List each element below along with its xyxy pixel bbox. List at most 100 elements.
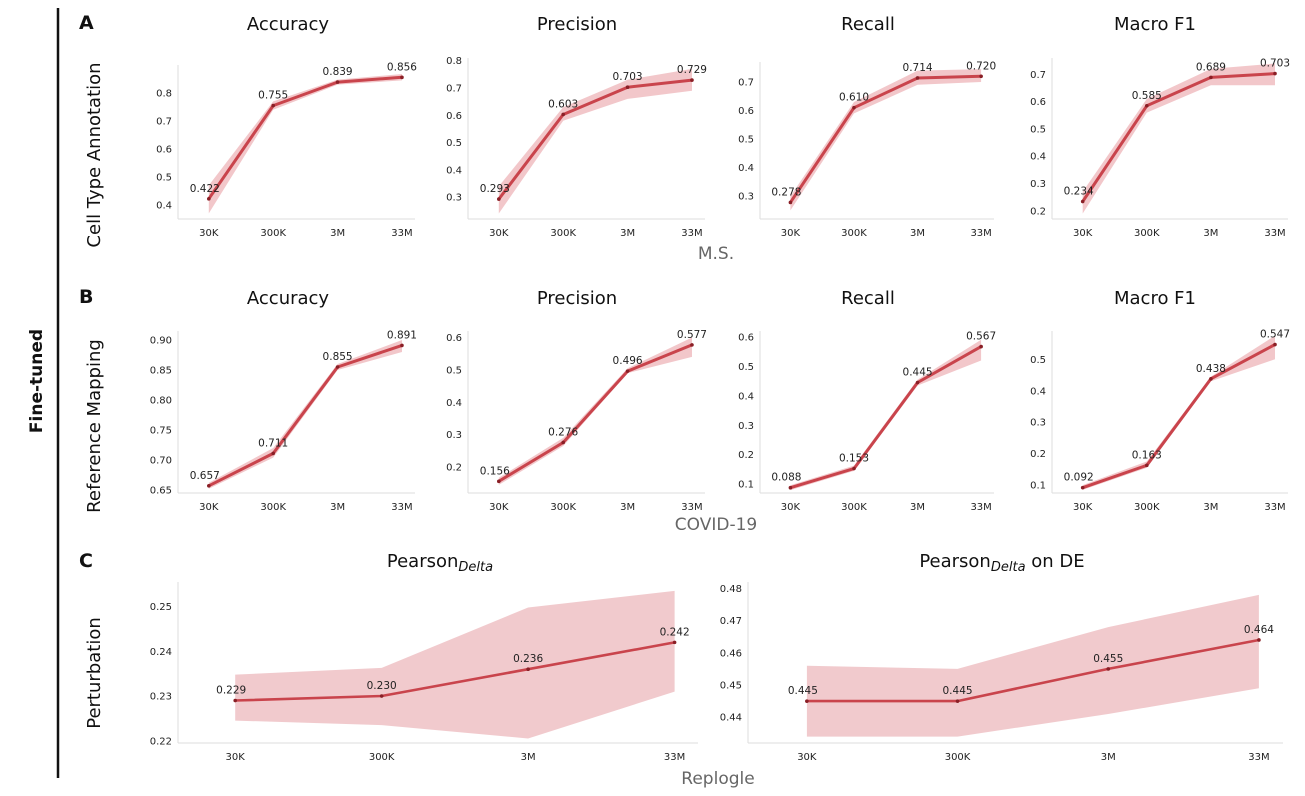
panel-a-recall: Recall 0.3 0.4 0.5 0.6 0.7 30K 300K 3M 33M 0.278 0.… xyxy=(738,14,996,239)
data-label: 0.755 xyxy=(258,90,288,102)
data-label: 0.703 xyxy=(1260,58,1290,70)
data-point xyxy=(1257,638,1261,642)
y-tick-label: 0.5 xyxy=(738,362,754,373)
data-label: 0.230 xyxy=(367,680,397,692)
x-tick-label: 30K xyxy=(226,752,246,763)
series-line xyxy=(207,343,404,488)
y-tick-label: 0.5 xyxy=(156,173,172,184)
data-label: 0.445 xyxy=(788,685,818,697)
y-tick-label: 0.75 xyxy=(150,426,172,437)
data-point xyxy=(207,197,211,201)
data-label: 0.464 xyxy=(1244,624,1274,636)
confidence-band xyxy=(1082,63,1275,214)
data-point xyxy=(1209,377,1213,381)
panel-title: Macro F1 xyxy=(1114,14,1196,35)
y-tick-label: 0.7 xyxy=(1030,70,1046,81)
series-line xyxy=(1081,343,1277,490)
y-tick-label: 0.2 xyxy=(446,463,462,474)
x-tick-label: 33M xyxy=(391,502,412,513)
panel-title: Macro F1 xyxy=(1114,288,1196,309)
x-tick-label: 33M xyxy=(1264,228,1285,239)
x-tick-label: 300K xyxy=(841,502,867,513)
y-tick-label: 0.4 xyxy=(738,163,754,174)
y-tick-label: 0.7 xyxy=(738,77,754,88)
confidence-band xyxy=(235,590,675,739)
y-tick-label: 0.65 xyxy=(150,486,172,497)
x-tick-label: 3M xyxy=(910,502,925,513)
data-point xyxy=(979,344,983,349)
section-label-c: Replogle xyxy=(681,769,754,789)
panel-title: Recall xyxy=(841,288,895,309)
confidence-band xyxy=(806,594,1259,737)
panel-b-precision: Precision 0.2 0.3 0.4 0.5 0.6 30K 300K 3M 33M 0.15… xyxy=(446,288,707,513)
data-point xyxy=(852,466,856,471)
data-label: 0.276 xyxy=(548,426,578,438)
data-label: 0.088 xyxy=(771,472,801,484)
data-point xyxy=(379,694,384,698)
y-tick-label: 0.6 xyxy=(1030,97,1046,108)
data-point xyxy=(526,667,530,672)
x-tick-label: 33M xyxy=(681,228,702,239)
data-label: 0.585 xyxy=(1132,90,1162,102)
x-tick-label: 30K xyxy=(1073,228,1093,239)
data-point xyxy=(788,485,793,490)
data-label: 0.891 xyxy=(387,329,417,341)
data-point xyxy=(805,699,809,703)
data-point xyxy=(979,74,983,79)
y-tick-label: 0.85 xyxy=(150,366,172,377)
confidence-band xyxy=(790,339,982,491)
data-point xyxy=(915,380,920,385)
data-label: 0.657 xyxy=(190,470,220,482)
data-point xyxy=(561,440,565,445)
x-tick-label: 33M xyxy=(1248,752,1269,763)
data-point xyxy=(1080,485,1085,490)
panel-a-accuracy: Accuracy 0.4 0.5 0.6 0.7 0.8 30K 300K 3M 33M 0.422… xyxy=(156,14,417,239)
data-label: 0.711 xyxy=(258,437,288,449)
data-point xyxy=(1144,463,1149,468)
x-tick-label: 30K xyxy=(489,228,509,239)
y-tick-label: 0.2 xyxy=(1030,206,1046,217)
series-line xyxy=(497,78,694,201)
data-label: 0.547 xyxy=(1260,329,1290,341)
y-tick-label: 0.23 xyxy=(150,692,172,703)
data-label: 0.496 xyxy=(613,355,643,367)
y-tick-label: 0.2 xyxy=(1030,449,1046,460)
data-point xyxy=(1080,199,1085,204)
x-tick-label: 30K xyxy=(199,228,219,239)
x-tick-label: 300K xyxy=(550,502,576,513)
confidence-band xyxy=(498,68,692,214)
y-tick-label: 0.2 xyxy=(738,450,754,461)
data-point xyxy=(233,698,237,703)
x-tick-label: 3M xyxy=(330,228,345,239)
x-tick-label: 300K xyxy=(841,228,867,239)
panel-title: Precision xyxy=(537,14,617,35)
x-tick-label: 300K xyxy=(1134,228,1160,239)
y-tick-label: 0.6 xyxy=(738,106,754,117)
x-tick-label: 3M xyxy=(330,502,345,513)
y-tick-label: 0.5 xyxy=(1030,355,1046,366)
data-point xyxy=(400,343,404,348)
data-label: 0.163 xyxy=(1132,449,1162,461)
y-tick-label: 0.6 xyxy=(156,145,172,156)
y-tick-label: 0.8 xyxy=(156,89,172,100)
data-label: 0.242 xyxy=(660,626,690,638)
series-line xyxy=(497,343,694,483)
x-tick-label: 3M xyxy=(620,502,635,513)
data-point xyxy=(1273,342,1277,347)
y-tick-label: 0.25 xyxy=(150,602,172,613)
section-label-a: M.S. xyxy=(698,244,734,264)
data-point xyxy=(955,699,960,703)
x-tick-label: 3M xyxy=(910,228,925,239)
row-letter-a: A xyxy=(79,12,94,34)
y-tick-label: 0.4 xyxy=(1030,386,1046,397)
data-point xyxy=(915,76,920,80)
y-tick-label: 0.3 xyxy=(1030,418,1046,429)
data-point xyxy=(1209,75,1213,80)
data-label: 0.729 xyxy=(677,64,707,76)
x-tick-label: 30K xyxy=(781,228,801,239)
data-point xyxy=(335,80,340,84)
y-tick-label: 0.8 xyxy=(446,56,462,67)
panel-b-recall: Recall 0.1 0.2 0.3 0.4 0.5 0.6 30K 300K 3M 33M 0.08… xyxy=(738,288,996,513)
data-label: 0.153 xyxy=(839,453,869,465)
y-tick-label: 0.80 xyxy=(150,396,172,407)
